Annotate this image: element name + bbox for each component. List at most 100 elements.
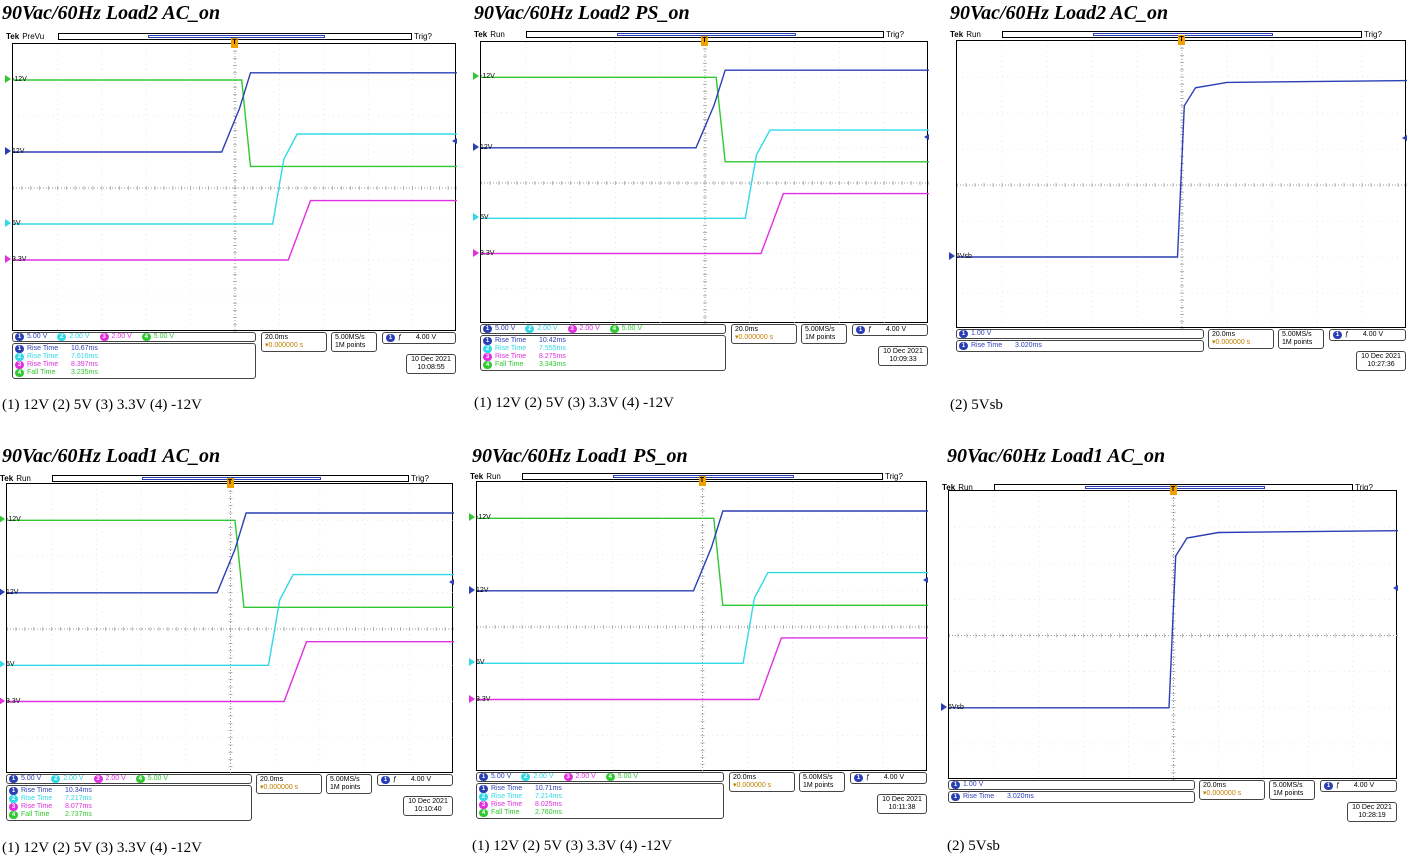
trigger-slope-icon: ƒ [398,334,402,341]
trigger-readout[interactable]: 1 ƒ 4.00 V [1320,780,1397,792]
measurement-row: 3 Rise Time 8.275ms [483,353,723,361]
timebase-readout[interactable]: 20.0ms ▾0.000000 s [731,324,797,344]
trigger-position-cursor-icon[interactable]: T [226,478,234,488]
channel-ground-marker[interactable]: 5V [0,660,15,669]
scope-panel: 90Vac/60Hz Load1 AC_on (1) 12V (2) 5V (3)… [0,443,470,868]
channel-scale-item[interactable]: 1 5.00 V [9,775,41,783]
acquisition-readout[interactable]: 5.00MS/s 1M points [331,332,377,352]
channel-ground-marker[interactable]: 5Vsb [941,702,964,712]
channel-scale-item[interactable]: 3 2.00 V [567,325,600,333]
channel-ground-marker[interactable]: 3.3V [0,696,20,706]
channel-scale-item[interactable]: 4 5.00 V [605,773,638,781]
trigger-level-marker-icon[interactable] [924,134,929,141]
timestamp-readout: 10 Dec 2021 10:09:33 [878,346,928,366]
channel-scale-readout[interactable]: 1 5.00 V 2 2.00 V 3 2.00 V 4 5.00 V [480,324,726,334]
channel-scale-item[interactable]: 2 2.00 V [51,775,84,783]
trigger-level-value: 4.00 V [885,326,907,333]
channel-ground-marker[interactable]: 3.3V [5,255,26,264]
record-view-window [148,35,325,38]
measurement-channel-badge: 4 [15,369,24,377]
trigger-readout[interactable]: 1 ƒ 4.00 V [1329,329,1406,341]
channel-scale-value: 2.00 V [63,775,84,782]
trigger-position-cursor-icon[interactable]: T [698,476,706,486]
channel-ground-marker[interactable]: 5Vsb [949,252,972,261]
timebase-readout[interactable]: 20.0ms ▾0.000000 s [256,774,322,794]
channel-ground-marker[interactable]: 5V [473,213,489,222]
channel-ground-marker[interactable]: 5V [469,658,485,667]
channel-ground-marker[interactable]: -12V [469,513,491,522]
channel-scale-item[interactable]: 2 2.00 V [521,773,554,781]
channel-scale-readout[interactable]: 1 5.00 V 2 2.00 V 3 2.00 V 4 5.00 V [6,774,252,784]
channel-scale-readout[interactable]: 1 1.00 V [948,780,1195,790]
measurement-value: 3.020ms [1015,342,1042,349]
channel-ground-marker[interactable]: 12V [469,585,488,595]
channel-scale-item[interactable]: 4 5.00 V [141,333,174,341]
trigger-level-marker-icon[interactable] [1402,135,1407,142]
trigger-level-marker-icon[interactable] [1393,585,1398,592]
channel-number-badge: 1 [959,330,968,338]
channel-marker-label: 3.3V [12,256,27,263]
channel-ground-marker[interactable]: 3.3V [473,248,494,258]
channel-scale-item[interactable]: 2 2.00 V [525,325,558,333]
timebase-readout[interactable]: 20.0ms ▾0.000000 s [1199,780,1265,800]
trigger-position-cursor-icon[interactable]: T [1169,485,1177,495]
trigger-readout[interactable]: 1 ƒ 4.00 V [852,324,928,336]
channel-scale-item[interactable]: 2 2.00 V [57,333,90,341]
trigger-readout[interactable]: 1 ƒ 4.00 V [377,774,453,786]
channel-scale-readout[interactable]: 1 5.00 V 2 2.00 V 3 2.00 V 4 5.00 V [12,332,256,342]
channel-ground-marker[interactable]: 12V [0,587,18,597]
channel-scale-item[interactable]: 1 5.00 V [479,773,511,781]
waveform-12v [13,79,457,168]
channel-ground-marker[interactable]: 3.3V [469,694,490,704]
channel-marker-label: -12V [6,516,21,524]
trigger-position-cursor-icon[interactable]: T [1178,35,1185,45]
record-length-value: 1M points [803,782,834,789]
channel-ground-marker[interactable]: -12V [0,515,21,524]
panel-caption: (1) 12V (2) 5V (3) 3.3V (4) -12V [2,840,202,856]
channel-ground-marker[interactable]: 5V [5,219,21,228]
timebase-readout[interactable]: 20.0ms ▾0.000000 s [261,332,327,352]
trigger-readout[interactable]: 1 ƒ 4.00 V [382,332,456,344]
channel-scale-item[interactable]: 4 5.00 V [609,325,642,333]
channel-number-badge: 2 [525,325,535,333]
acquisition-readout[interactable]: 5.00MS/s 1M points [801,324,847,344]
channel-marker-arrow-icon [473,142,479,151]
channel-scale-item[interactable]: 3 2.00 V [563,773,596,781]
trigger-slope-icon: ƒ [1345,331,1349,338]
measurement-readout: 1 Rise Time 3.020ms [948,791,1195,803]
channel-scale-item[interactable]: 1 5.00 V [483,325,515,333]
channel-scale-value: 2.00 V [575,773,596,780]
trigger-level-marker-icon[interactable] [452,138,457,145]
measurement-label: Fall Time [491,809,520,816]
trigger-readout[interactable]: 1 ƒ 4.00 V [850,772,927,784]
waveform-33v [477,637,928,701]
channel-ground-marker[interactable]: -12V [5,75,27,84]
timestamp-readout: 10 Dec 2021 10:11:38 [877,794,927,814]
acquisition-state: Run [958,483,973,492]
acquisition-readout[interactable]: 5.00MS/s 1M points [799,772,845,792]
timebase-readout[interactable]: 20.0ms ▾0.000000 s [1208,329,1274,349]
trigger-level-marker-icon[interactable] [449,578,454,585]
channel-scale-item[interactable]: 1 5.00 V [15,333,47,341]
trigger-position-cursor-icon[interactable]: T [231,38,238,48]
channel-scale-value: 2.00 V [533,773,554,780]
channel-scale-item[interactable]: 3 2.00 V [93,775,126,783]
channel-ground-marker[interactable]: 12V [473,142,492,152]
timebase-readout[interactable]: 20.0ms ▾0.000000 s [729,772,795,792]
channel-scale-item[interactable]: 1 1.00 V [951,781,983,789]
trigger-channel-badge: 1 [381,776,390,784]
channel-scale-readout[interactable]: 1 5.00 V 2 2.00 V 3 2.00 V 4 5.00 V [476,772,724,782]
acquisition-readout[interactable]: 5.00MS/s 1M points [1278,329,1324,349]
trigger-level-marker-icon[interactable] [923,576,928,583]
channel-scale-readout[interactable]: 1 1.00 V [956,329,1204,339]
channel-scale-item[interactable]: 4 5.00 V [135,775,168,783]
channel-scale-value: 5.00 V [153,333,174,340]
channel-scale-item[interactable]: 1 1.00 V [959,330,991,338]
channel-ground-marker[interactable]: -12V [473,72,495,81]
channel-ground-marker[interactable]: 12V [5,147,24,156]
trigger-offset-value: ▾0.000000 s [735,334,774,341]
acquisition-readout[interactable]: 5.00MS/s 1M points [326,774,372,794]
trigger-position-cursor-icon[interactable]: T [701,36,708,46]
channel-scale-item[interactable]: 3 2.00 V [99,333,132,341]
acquisition-readout[interactable]: 5.00MS/s 1M points [1269,780,1315,800]
